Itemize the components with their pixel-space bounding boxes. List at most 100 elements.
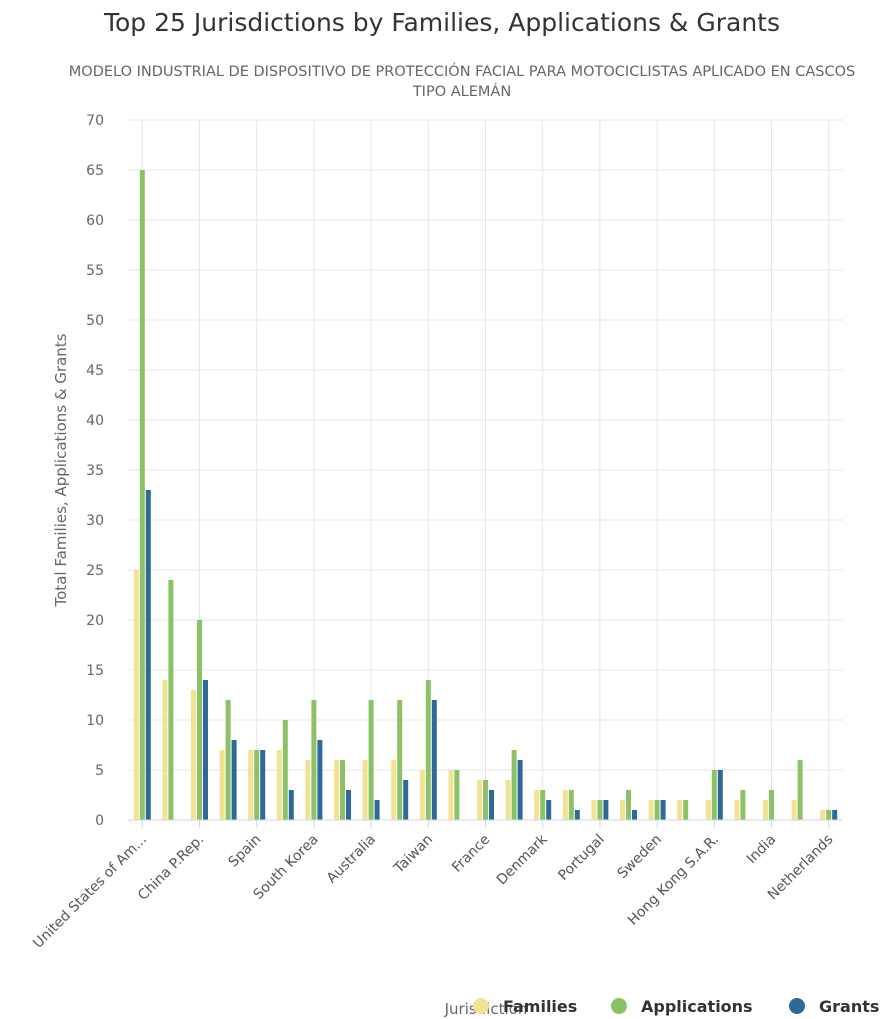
bar-applications: [225, 700, 231, 820]
y-tick-label: 45: [86, 363, 104, 379]
bar-grants: [660, 800, 666, 820]
bars: [133, 170, 838, 820]
bar-families: [677, 800, 683, 820]
bar-grants: [574, 810, 580, 820]
bar-grants: [403, 780, 409, 820]
bar-applications: [397, 700, 403, 820]
legend-label: Grants: [819, 997, 879, 1016]
bar-applications: [597, 800, 603, 820]
x-axis-ticks: United States of Am...China P.Rep. SpainS…: [30, 820, 837, 952]
bar-grants: [517, 760, 523, 820]
bar-applications: [826, 810, 832, 820]
bar-applications: [340, 760, 345, 820]
legend-label: Applications: [641, 997, 753, 1016]
bar-applications: [311, 700, 317, 820]
y-tick-label: 40: [86, 413, 104, 429]
bar-families: [191, 690, 196, 820]
bar-applications: [168, 580, 174, 820]
bar-applications: [254, 750, 260, 820]
bar-families: [305, 760, 311, 820]
bar-applications: [511, 750, 517, 820]
bar-applications: [626, 790, 631, 820]
gridlines: [128, 119, 843, 820]
bar-applications: [711, 770, 717, 820]
bar-applications: [683, 800, 689, 820]
chart-subtitle: MODELO INDUSTRIAL DE DISPOSITIVO DE PROT…: [68, 64, 856, 100]
bar-grants: [203, 680, 208, 820]
y-axis-title: Total Families, Applications & Grants: [52, 333, 70, 607]
bar-grants: [431, 700, 437, 820]
y-tick-label: 50: [86, 313, 104, 329]
y-tick-label: 10: [86, 713, 104, 729]
bar-grants: [603, 800, 609, 820]
x-tick-label: United States of Am...: [30, 832, 150, 952]
legend-item-applications[interactable]: Applications: [611, 997, 753, 1016]
y-tick-label: 70: [86, 113, 104, 129]
bar-applications: [454, 770, 460, 820]
x-tick-label: India: [744, 832, 780, 868]
legend-marker: [789, 998, 805, 1014]
bar-grants: [145, 490, 151, 820]
bar-grants: [717, 770, 723, 820]
bar-grants: [288, 790, 294, 820]
x-tick-label: France: [449, 832, 493, 876]
bar-grants: [231, 740, 237, 820]
bar-families: [362, 760, 368, 820]
bar-families: [734, 800, 740, 820]
bar-families: [620, 800, 625, 820]
bar-families: [791, 800, 797, 820]
legend-item-families[interactable]: Families: [473, 997, 577, 1016]
y-axis-ticks: 0 5 10 15 20 25 30 35 40 45 50 55 60 65 70: [86, 113, 104, 829]
bar-grants: [632, 810, 637, 820]
y-tick-label: 65: [86, 163, 104, 179]
bar-applications: [483, 780, 488, 820]
legend: Families Applications Grants: [473, 997, 879, 1016]
x-tick-label: Sweden: [614, 832, 664, 882]
bar-families: [219, 750, 225, 820]
bar-families: [419, 770, 425, 820]
bar-families: [591, 800, 597, 820]
x-tick-label: Spain: [226, 832, 265, 871]
bar-grants: [489, 790, 494, 820]
bar-families: [248, 750, 254, 820]
bar-applications: [654, 800, 660, 820]
bar-applications: [797, 760, 803, 820]
bar-applications: [769, 790, 774, 820]
bar-grants: [260, 750, 266, 820]
y-tick-label: 60: [86, 213, 104, 229]
bar-grants: [346, 790, 351, 820]
legend-marker: [473, 998, 489, 1014]
legend-item-grants[interactable]: Grants: [789, 997, 879, 1016]
x-tick-label: Portugal: [555, 832, 607, 884]
y-tick-label: 20: [86, 613, 104, 629]
x-tick-label: Australia: [324, 832, 379, 887]
bar-applications: [368, 700, 374, 820]
y-tick-label: 35: [86, 463, 104, 479]
bar-grants: [546, 800, 552, 820]
bar-families: [391, 760, 397, 820]
bar-families: [820, 810, 826, 820]
y-tick-label: 5: [95, 763, 104, 779]
bar-applications: [425, 680, 431, 820]
bar-families: [705, 800, 711, 820]
bar-grants: [317, 740, 323, 820]
bar-applications: [197, 620, 202, 820]
x-tick-label: Denmark: [494, 831, 551, 888]
y-tick-label: 15: [86, 663, 104, 679]
x-tick-label: Taiwan: [390, 832, 436, 878]
bar-applications: [540, 790, 546, 820]
bar-families: [763, 800, 768, 820]
legend-marker: [611, 998, 627, 1014]
y-tick-label: 0: [95, 813, 104, 829]
bar-grants: [832, 810, 838, 820]
bar-applications: [139, 170, 145, 820]
bar-families: [334, 760, 339, 820]
y-tick-label: 55: [86, 263, 104, 279]
y-tick-label: 25: [86, 563, 104, 579]
bar-applications: [740, 790, 746, 820]
bar-grants: [374, 800, 380, 820]
bar-families: [276, 750, 282, 820]
bar-families: [648, 800, 654, 820]
bar-families: [133, 570, 139, 820]
